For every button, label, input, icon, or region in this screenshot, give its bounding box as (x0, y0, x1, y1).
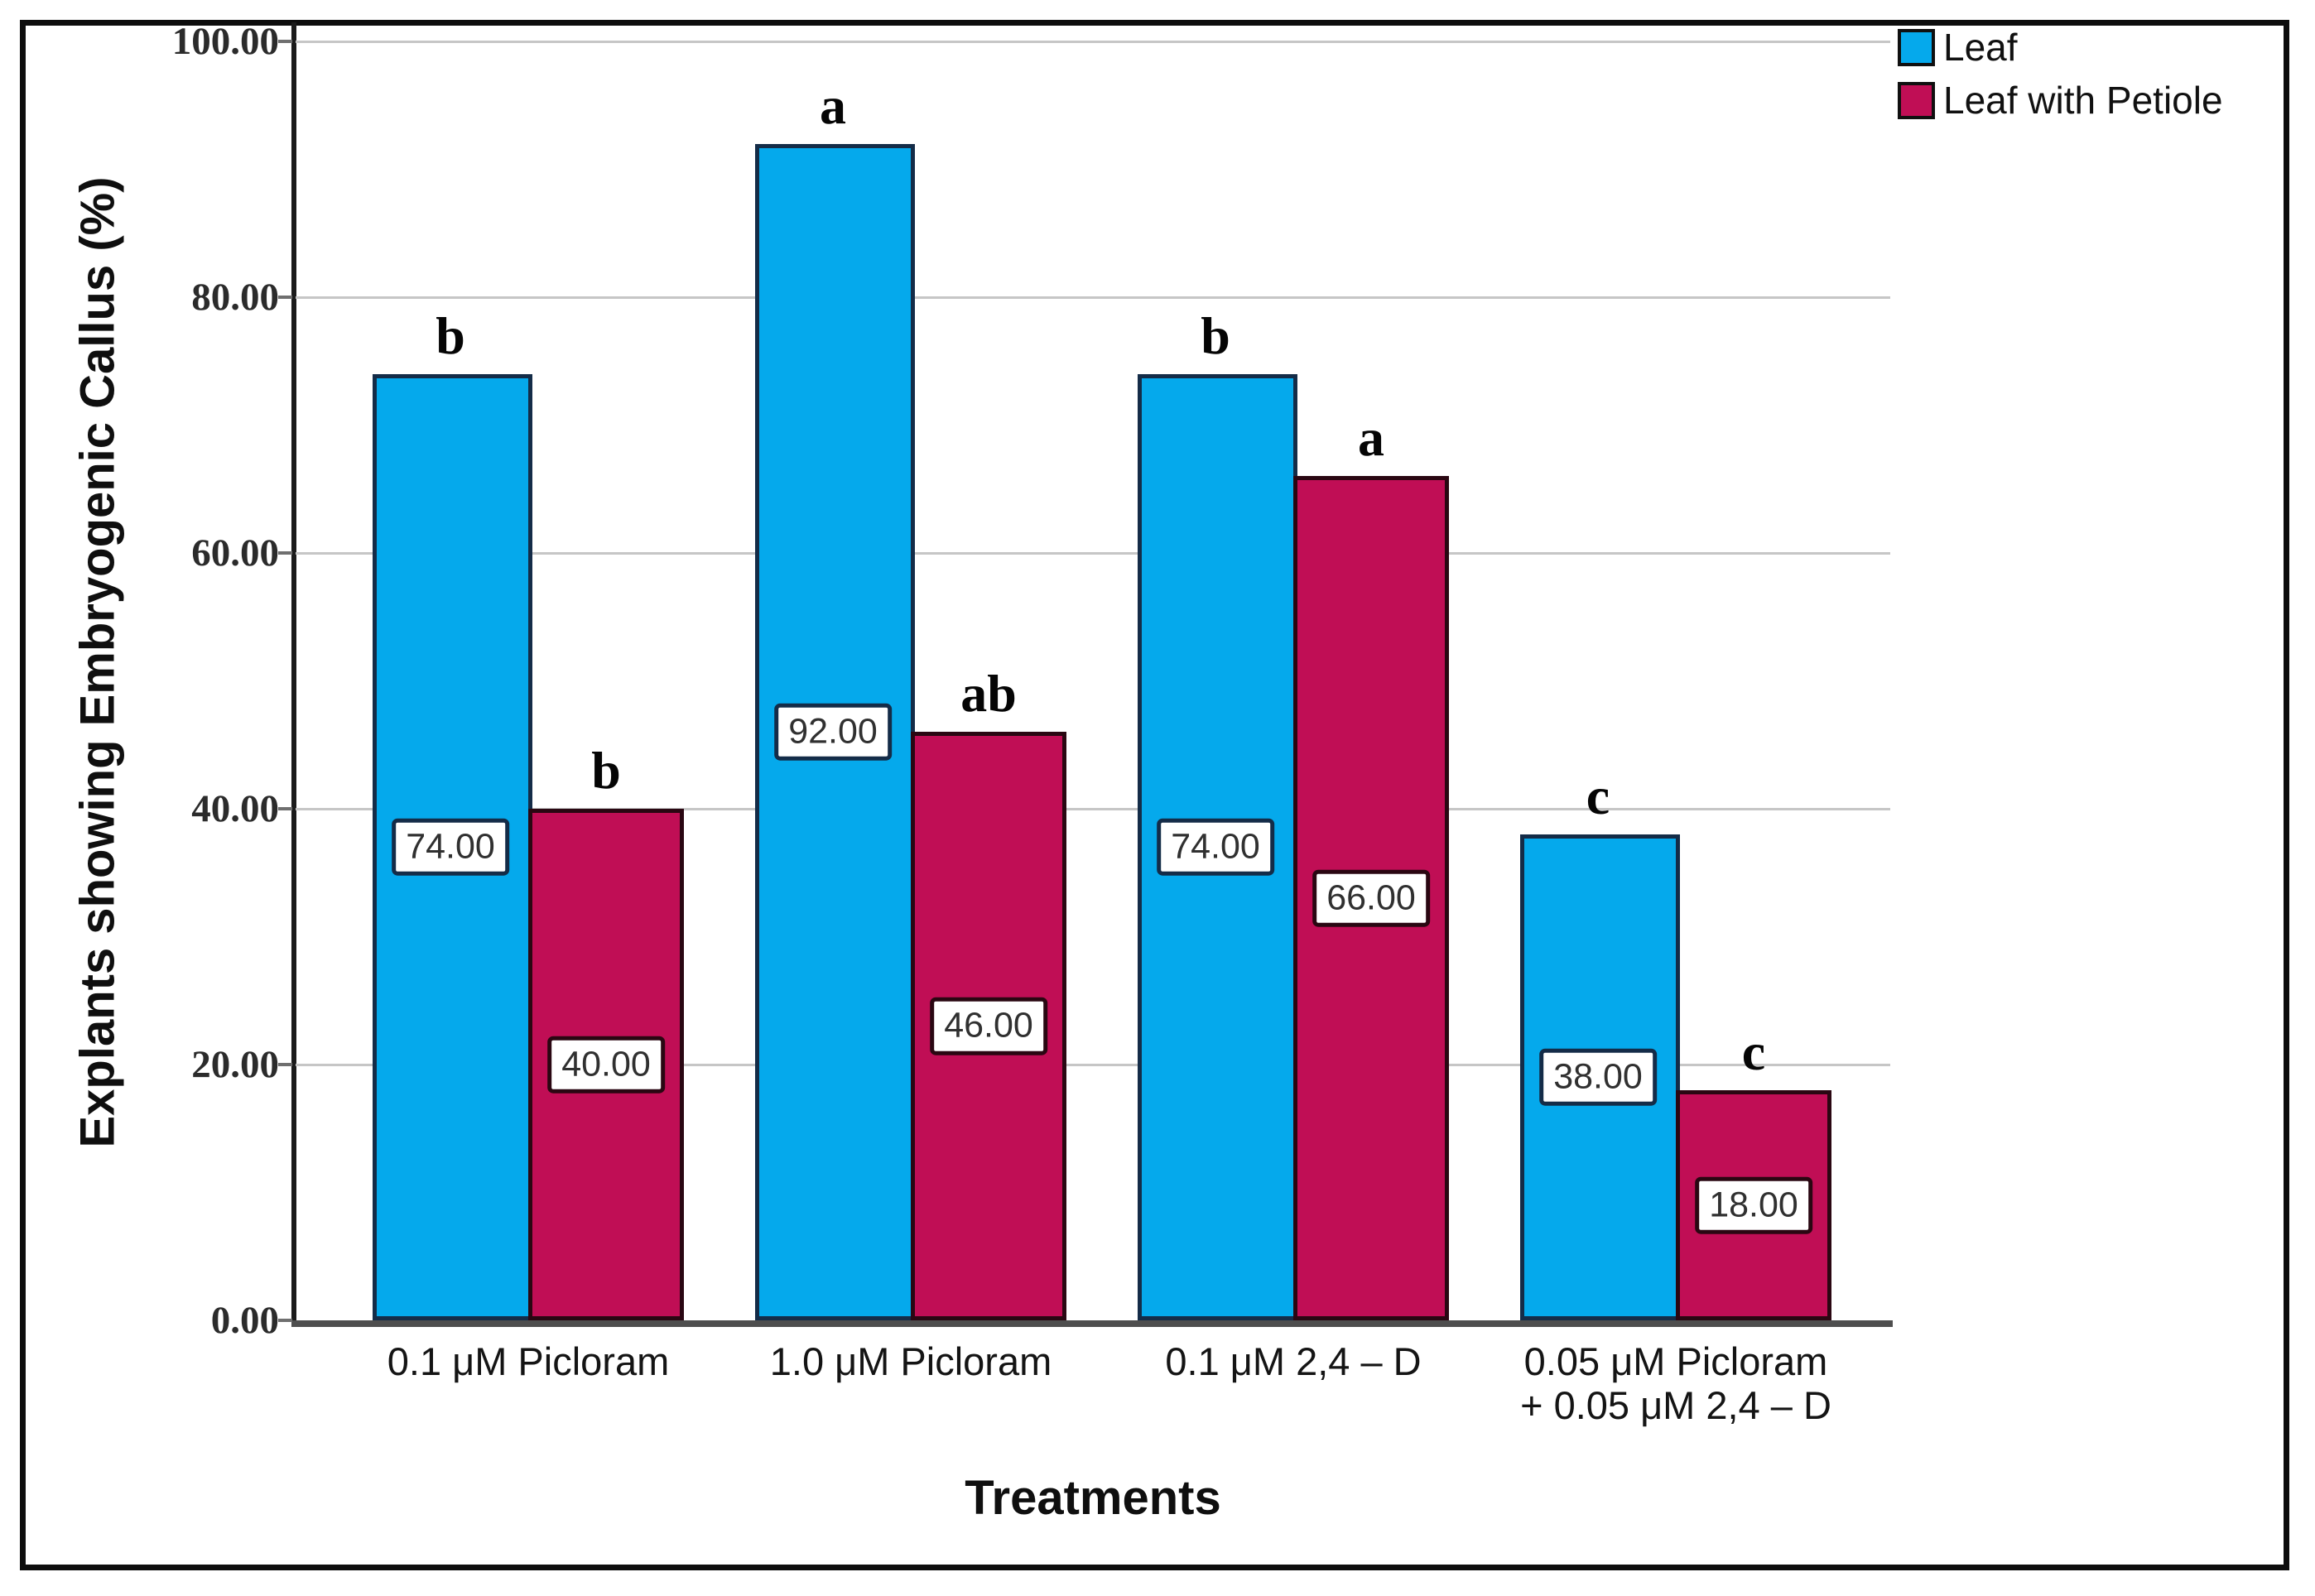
sig-letter-group3-series1: b (1201, 305, 1230, 365)
value-label-group1-series1: 74.00 (392, 818, 509, 877)
value-label-group4-series1: 38.00 (1539, 1048, 1657, 1107)
sig-letter-group2-series2: ab (960, 664, 1017, 723)
plot-area: b 74.00 a 92.00 b 74.00 c 38.00 b 40.00 ab 46.00 a 66… (296, 40, 1890, 1320)
legend-swatch-icon (1898, 28, 1935, 66)
sig-letter-group1-series1: b (436, 305, 465, 365)
y-tick-100 (278, 40, 292, 43)
value-label-group4-series2: 18.00 (1695, 1176, 1812, 1234)
y-axis-title: Explants showing Embryogenic Callus (%) (70, 176, 125, 1148)
gridline-100 (296, 40, 1890, 43)
legend-swatch-icon (1898, 81, 1935, 119)
y-tick-label-100: 100.00 (171, 20, 279, 63)
y-tick-label-80: 80.00 (191, 276, 279, 319)
figure-border (20, 20, 2289, 1570)
y-tick-20 (278, 1063, 292, 1066)
category-label-4: 0.05 μM Picloram + 0.05 μM 2,4 – D (1520, 1339, 1831, 1428)
y-axis-line (291, 22, 296, 1327)
sig-letter-group3-series2: a (1358, 408, 1384, 468)
legend-item-leaf-with-petiole: Leaf with Petiole (1898, 78, 2223, 123)
category-label-1: 0.1 μM Picloram (387, 1339, 670, 1383)
category-label-3: 0.1 μM 2,4 – D (1165, 1339, 1422, 1383)
legend: Leaf Leaf with Petiole (1898, 25, 2223, 131)
x-axis-title: Treatments (965, 1471, 1221, 1525)
x-axis-baseline (291, 1320, 1893, 1327)
value-label-group2-series1: 92.00 (774, 703, 892, 762)
gridline-80 (296, 296, 1890, 299)
y-tick-label-0: 0.00 (210, 1299, 279, 1342)
y-tick-60 (278, 551, 292, 555)
sig-letter-group4-series2: c (1741, 1022, 1766, 1081)
value-label-group3-series1: 74.00 (1157, 818, 1274, 877)
y-tick-0 (278, 1319, 292, 1322)
sig-letter-group2-series1: a (820, 75, 846, 135)
gridline-60 (296, 551, 1890, 555)
gridline-40 (296, 807, 1890, 810)
sig-letter-group1-series2: b (591, 741, 621, 800)
y-tick-label-20: 20.00 (191, 1043, 279, 1086)
value-label-group3-series2: 66.00 (1312, 869, 1430, 927)
legend-item-leaf: Leaf (1898, 25, 2223, 70)
legend-label: Leaf with Petiole (1943, 79, 2223, 122)
category-label-2: 1.0 μM Picloram (769, 1339, 1052, 1383)
y-tick-label-60: 60.00 (191, 531, 279, 574)
value-label-group1-series2: 40.00 (547, 1036, 665, 1094)
y-tick-80 (278, 296, 292, 299)
gridline-20 (296, 1063, 1890, 1066)
value-label-group2-series2: 46.00 (930, 997, 1047, 1055)
sig-letter-group4-series1: c (1586, 766, 1610, 825)
y-tick-40 (278, 807, 292, 810)
y-tick-label-40: 40.00 (191, 787, 279, 830)
legend-label: Leaf (1943, 26, 2018, 69)
